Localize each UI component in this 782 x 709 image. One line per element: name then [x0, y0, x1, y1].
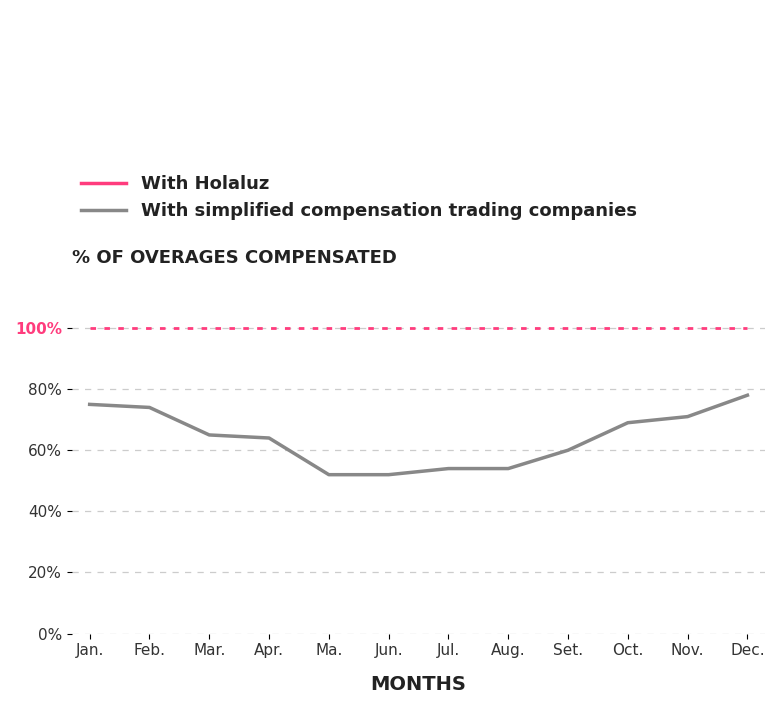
X-axis label: MONTHS: MONTHS [371, 675, 467, 694]
Legend: With Holaluz, With simplified compensation trading companies: With Holaluz, With simplified compensati… [74, 168, 644, 228]
Text: % OF OVERAGES COMPENSATED: % OF OVERAGES COMPENSATED [72, 249, 396, 267]
